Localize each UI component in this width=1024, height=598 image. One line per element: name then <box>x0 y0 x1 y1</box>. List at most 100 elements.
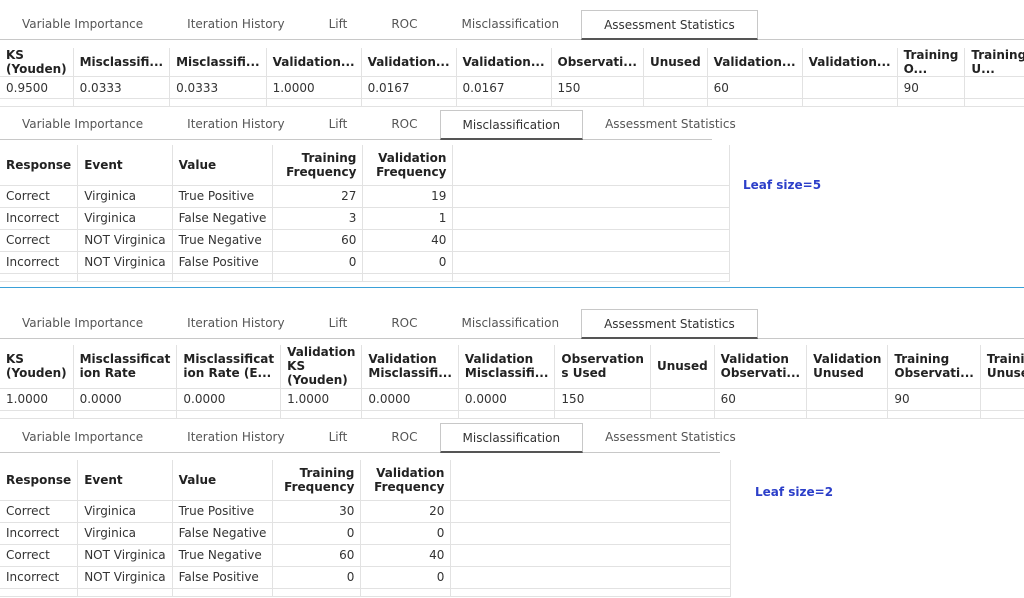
empty-row <box>0 588 732 597</box>
table-cell <box>806 388 889 411</box>
column-header[interactable]: Misclassificat ion Rate (E... <box>176 345 282 389</box>
table-cell <box>802 76 898 99</box>
table-cell <box>643 76 708 99</box>
column-header[interactable]: Misclassifi... <box>73 48 171 77</box>
column-header[interactable]: Training O... <box>897 48 966 77</box>
table-cell: Incorrect <box>0 566 79 589</box>
empty-row <box>0 410 1024 419</box>
table-cell <box>643 98 708 107</box>
column-header[interactable]: Training Frequency <box>272 145 364 186</box>
column-header[interactable]: Misclassifi... <box>169 48 267 77</box>
tab[interactable]: Lift <box>328 17 348 31</box>
tab[interactable]: Assessment Statistics <box>581 10 758 40</box>
table-cell <box>980 388 1024 411</box>
column-header[interactable]: Value <box>172 460 274 501</box>
column-header[interactable]: Validation... <box>266 48 362 77</box>
table-cell <box>73 98 171 107</box>
tab-bar: Variable Importance Iteration History Lift… <box>0 10 1024 40</box>
tab[interactable]: Iteration History <box>187 117 285 131</box>
column-header[interactable]: Training Frequency <box>272 460 362 501</box>
tab[interactable]: ROC <box>391 430 418 444</box>
column-header[interactable]: Validation... <box>456 48 552 77</box>
tab[interactable]: Misclassification <box>461 316 560 330</box>
column-header[interactable]: Validation KS (Youden) <box>280 345 363 389</box>
table-cell: NOT Virginica <box>77 251 173 274</box>
tab[interactable]: Misclassification <box>461 17 560 31</box>
column-header[interactable]: Observati... <box>551 48 644 77</box>
column-header[interactable]: Misclassificat ion Rate <box>73 345 178 389</box>
filler-cell <box>452 185 731 208</box>
column-header[interactable]: KS (Youden) <box>0 345 74 389</box>
table-cell: 27 <box>272 185 364 208</box>
table-row: Correct NOT Virginica True Negative 60 40 <box>0 229 731 252</box>
column-header[interactable]: Training U... <box>964 48 1024 77</box>
column-header[interactable]: Validation... <box>707 48 803 77</box>
tab[interactable]: ROC <box>391 117 418 131</box>
table-cell <box>360 588 452 597</box>
tab[interactable]: Variable Importance <box>22 430 144 444</box>
column-header[interactable]: Response <box>0 460 79 501</box>
tab[interactable]: Iteration History <box>187 17 285 31</box>
column-header[interactable]: Event <box>77 460 173 501</box>
table-cell <box>458 410 556 419</box>
tab[interactable]: Lift <box>328 117 348 131</box>
table-cell <box>361 410 459 419</box>
column-header[interactable]: Observation s Used <box>554 345 651 389</box>
column-header[interactable]: Validation Misclassifi... <box>361 345 459 389</box>
tab[interactable]: Variable Importance <box>22 117 144 131</box>
tab[interactable]: Assessment Statistics <box>605 430 736 444</box>
table-cell <box>0 588 79 597</box>
table-cell: 1.0000 <box>0 388 74 411</box>
tab[interactable]: Assessment Statistics <box>605 117 736 131</box>
column-header[interactable]: Validation Unused <box>806 345 889 389</box>
tab[interactable]: Lift <box>328 316 348 330</box>
table-cell <box>806 410 889 419</box>
filler-cell <box>450 500 732 523</box>
table-cell: False Positive <box>172 566 274 589</box>
column-header[interactable]: Unused <box>643 48 708 77</box>
table-cell <box>172 273 274 282</box>
tab[interactable]: Misclassification <box>439 110 584 140</box>
column-header[interactable]: Validation... <box>802 48 898 77</box>
data-table: KS (Youden) Misclassifi... Misclassifi... V… <box>0 48 1024 107</box>
data-table: Response Event Value Training Frequency Vali… <box>0 145 731 282</box>
column-header[interactable]: Validation Frequency <box>360 460 452 501</box>
header-row: Response Event Value Training Frequency Vali… <box>0 145 731 186</box>
tab[interactable]: Misclassification <box>439 423 584 453</box>
column-header[interactable]: Unused <box>650 345 715 389</box>
tab[interactable]: Iteration History <box>187 316 285 330</box>
header-row: KS (Youden) Misclassifi... Misclassifi... V… <box>0 48 1024 77</box>
tab[interactable]: Iteration History <box>187 430 285 444</box>
filler-cell <box>450 566 732 589</box>
table-cell: 1.0000 <box>280 388 363 411</box>
table-cell <box>714 410 808 419</box>
tab[interactable]: ROC <box>391 316 418 330</box>
table-cell: 150 <box>551 76 644 99</box>
tab[interactable]: ROC <box>391 17 418 31</box>
table-cell <box>964 98 1024 107</box>
table-cell <box>73 410 178 419</box>
column-header[interactable]: Validation Frequency <box>362 145 454 186</box>
column-header[interactable]: Validation Observati... <box>714 345 808 389</box>
column-header[interactable]: KS (Youden) <box>0 48 74 77</box>
column-header[interactable]: Validation... <box>361 48 457 77</box>
table-cell: True Positive <box>172 185 274 208</box>
tab[interactable]: Lift <box>328 430 348 444</box>
table-cell: Correct <box>0 229 79 252</box>
table-cell: 0 <box>272 251 364 274</box>
column-header[interactable]: Validation Misclassifi... <box>458 345 556 389</box>
column-header[interactable]: Training Observati... <box>887 345 981 389</box>
column-header[interactable]: Training Unused <box>980 345 1024 389</box>
tab[interactable]: Variable Importance <box>22 316 144 330</box>
table-cell: 1.0000 <box>266 76 362 99</box>
table-row: 1.0000 0.0000 0.0000 1.0000 0.0000 0.0000 150 6… <box>0 388 1024 411</box>
tab[interactable]: Assessment Statistics <box>581 309 758 339</box>
table-cell <box>0 410 74 419</box>
column-header[interactable]: Value <box>172 145 274 186</box>
tab[interactable]: Variable Importance <box>22 17 144 31</box>
empty-row <box>0 273 731 282</box>
table-cell: 19 <box>362 185 454 208</box>
column-header[interactable]: Event <box>77 145 173 186</box>
column-header[interactable]: Response <box>0 145 79 186</box>
table-cell <box>169 98 267 107</box>
